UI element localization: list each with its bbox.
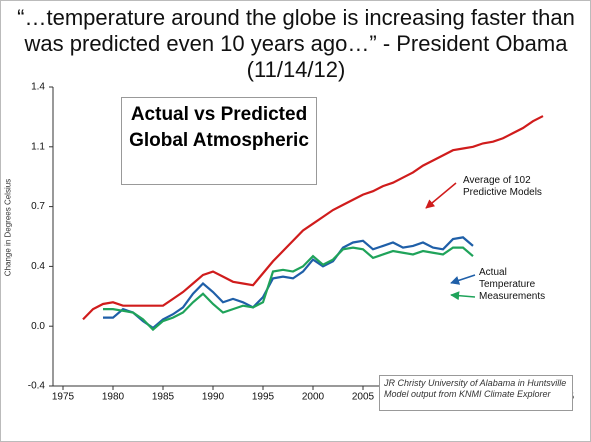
subtitle-box: Actual vs Predicted Global Atmospheric [121,97,317,185]
x-tick-label: 1985 [152,392,175,403]
x-tick-label: 1995 [252,392,275,403]
x-tick-label: 2000 [302,392,325,403]
legend-label: Average of 102 Predictive Models [463,175,542,198]
arrow [450,274,476,285]
x-tick-label: 1975 [52,392,75,403]
x-tick-label: 1990 [202,392,225,403]
arrow [450,291,476,301]
source-note: JR Christy University of Alabama in Hunt… [379,375,573,411]
chart-title: “…temperature around the globe is increa… [17,5,575,82]
data-line [103,236,474,330]
annotation: Actual Temperature Measurements [479,267,546,302]
y-tick-label: 1.4 [31,82,45,93]
arrow [425,182,457,209]
y-tick-label: 1.1 [31,141,45,152]
y-tick-label: -0.4 [28,381,46,392]
data-line [82,115,544,321]
x-tick-label: 2005 [352,392,375,403]
y-tick-label: 0.4 [31,261,45,272]
y-tick-label: 0.7 [31,201,45,212]
y-tick-label: 0.0 [31,321,45,332]
data-line [103,246,474,332]
x-tick-label: 1980 [102,392,125,403]
